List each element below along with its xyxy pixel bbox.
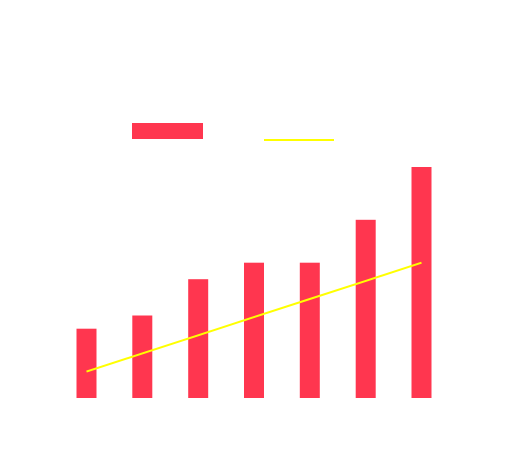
bar-5 [299, 262, 320, 398]
line-series [86, 261, 422, 373]
chart-legend [132, 123, 334, 141]
bar-2 [132, 315, 153, 398]
bar-series [76, 167, 432, 398]
bar-6 [355, 219, 376, 398]
bar-4 [244, 262, 264, 398]
trend-line [86, 261, 422, 373]
bar-1 [76, 328, 97, 398]
bar-3 [188, 279, 209, 398]
bar-7 [411, 167, 432, 398]
legend-bar-marker [132, 123, 203, 139]
